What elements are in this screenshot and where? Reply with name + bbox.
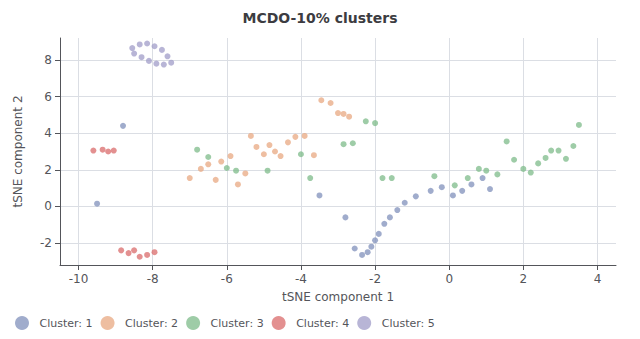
svg-text:-2: -2 <box>40 236 52 250</box>
svg-text:0: 0 <box>44 199 52 213</box>
svg-text:4: 4 <box>44 126 52 140</box>
svg-text:-4: -4 <box>295 272 307 286</box>
svg-text:-6: -6 <box>221 272 233 286</box>
svg-text:Cluster: 3: Cluster: 3 <box>211 317 264 330</box>
svg-text:-10: -10 <box>69 272 89 286</box>
svg-text:0: 0 <box>445 272 453 286</box>
svg-text:2: 2 <box>520 272 528 286</box>
svg-text:Cluster: 5: Cluster: 5 <box>382 317 435 330</box>
svg-text:tSNE component 1: tSNE component 1 <box>282 290 394 304</box>
svg-text:MCDO-10% clusters: MCDO-10% clusters <box>242 10 397 26</box>
svg-text:2: 2 <box>44 163 52 177</box>
svg-text:Cluster: 2: Cluster: 2 <box>125 317 178 330</box>
svg-text:8: 8 <box>44 53 52 67</box>
svg-text:4: 4 <box>594 272 602 286</box>
svg-text:Cluster: 4: Cluster: 4 <box>296 317 349 330</box>
svg-text:-2: -2 <box>369 272 381 286</box>
svg-text:6: 6 <box>44 90 52 104</box>
svg-text:tSNE component 2: tSNE component 2 <box>11 95 25 207</box>
svg-text:-8: -8 <box>147 272 159 286</box>
svg-text:Cluster: 1: Cluster: 1 <box>40 317 93 330</box>
